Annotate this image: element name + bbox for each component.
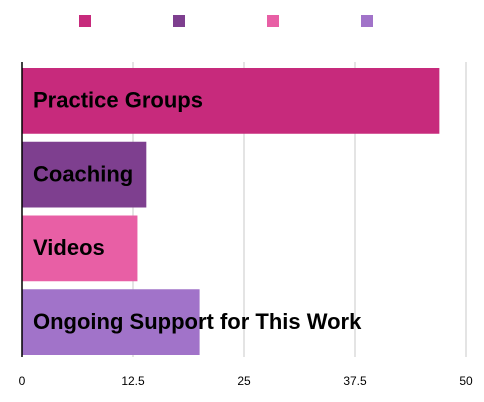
legend-swatch (267, 15, 279, 27)
x-tick-label: 50 (459, 374, 473, 388)
x-tick-label: 12.5 (121, 374, 145, 388)
x-tick-label: 37.5 (343, 374, 367, 388)
category-label: Ongoing Support for This Work (33, 309, 362, 334)
legend-swatch (361, 15, 373, 27)
category-label: Practice Groups (33, 88, 203, 113)
bar (22, 68, 440, 134)
bar (22, 215, 138, 282)
x-tick-label: 0 (19, 374, 26, 388)
category-label: Videos (33, 235, 105, 260)
bar (22, 289, 200, 355)
category-label: Coaching (33, 161, 133, 186)
bar (22, 141, 147, 208)
legend-swatch (79, 15, 91, 27)
x-tick-label: 25 (237, 374, 251, 388)
legend-swatch (173, 15, 185, 27)
